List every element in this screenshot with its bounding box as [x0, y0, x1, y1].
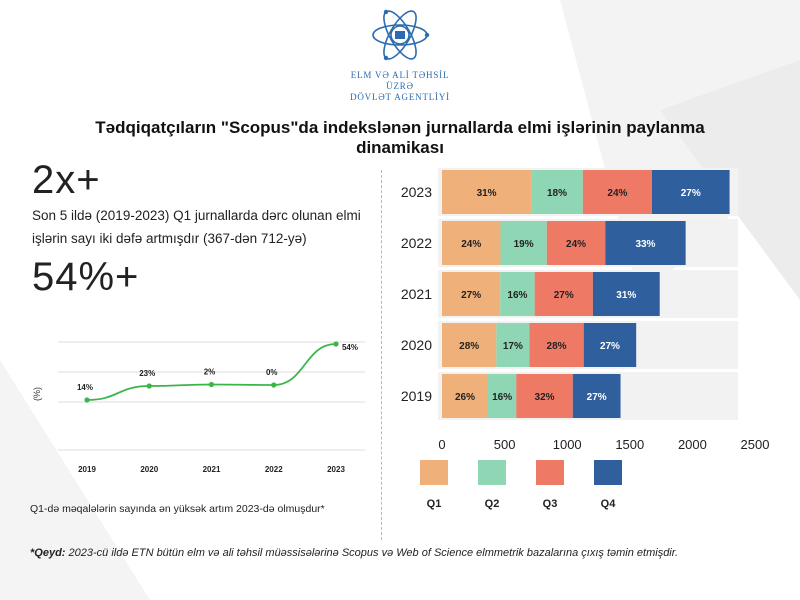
- bar-segment-label: 16%: [507, 290, 527, 301]
- bar-segment-q4: [572, 374, 621, 418]
- bar-segment-label: 24%: [566, 239, 586, 250]
- bar-segment-label: 27%: [600, 341, 620, 352]
- line-point-label: 54%: [342, 343, 358, 352]
- legend-swatch-q4: [594, 460, 622, 485]
- legend-label: Q3: [543, 498, 558, 510]
- bar-segment-q3: [516, 374, 573, 418]
- page-title: Tədqiqatçıların "Scopus"da indekslənən j…: [95, 118, 705, 157]
- bar-segment-label: 24%: [461, 239, 481, 250]
- bar-x-tick-label: 2500: [741, 437, 770, 452]
- bar-segment-label: 16%: [492, 392, 512, 403]
- bar-x-tick-label: 1000: [553, 437, 582, 452]
- bar-category-label: 2023: [401, 184, 432, 200]
- bar-segment-label: 31%: [616, 290, 636, 301]
- bar-segment-label: 28%: [459, 341, 479, 352]
- line-x-tick-label: 2019: [78, 465, 96, 474]
- bar-segment-label: 31%: [477, 188, 497, 199]
- line-x-tick-label: 2022: [265, 465, 283, 474]
- agency-name-line2: DÖVLƏT AGENTLİYİ: [350, 92, 450, 102]
- line-point: [208, 381, 215, 388]
- bar-segment-q4: [605, 221, 686, 265]
- chart-legend: Q1 Q2 Q3 Q4: [420, 460, 622, 510]
- stat-q1-description: Son 5 ildə (2019-2023) Q1 jurnallarda də…: [32, 208, 361, 246]
- bar-segment-label: 32%: [535, 392, 555, 403]
- bar-segment-label: 27%: [681, 188, 701, 199]
- bar-category-label: 2019: [401, 388, 432, 404]
- bar-segment-label: 17%: [503, 341, 523, 352]
- line-point: [333, 341, 339, 347]
- line-chart-note: Q1-də məqalələrin sayında ən yüksək artı…: [30, 503, 325, 515]
- line-x-tick-label: 2023: [327, 465, 345, 474]
- growth-line-chart: (%) 14% 2019 23% 2020 2% 2021 0% 2022 54% 2023: [32, 341, 365, 474]
- legend-label: Q1: [427, 498, 442, 510]
- line-point: [271, 382, 277, 388]
- bar-segment-q4: [583, 323, 637, 367]
- bar-segment-q2: [500, 221, 547, 265]
- agency-name-line1: ELM VƏ ALİ TƏHSİL ÜZRƏ: [350, 70, 450, 91]
- bar-segment-label: 27%: [587, 392, 607, 403]
- legend-label: Q4: [601, 498, 617, 510]
- bar-segment-q3: [529, 323, 584, 367]
- bar-x-tick-label: 2000: [678, 437, 707, 452]
- footnote-text: 2023-cü ildə ETN bütün elm və ali təhsil…: [65, 547, 679, 559]
- bar-segment-q2: [531, 170, 583, 214]
- legend-swatch-q2: [478, 460, 506, 485]
- bar-segment-label: 26%: [455, 392, 475, 403]
- bar-segment-q1: [442, 323, 497, 367]
- footnote: *Qeyd: 2023-cü ildə ETN bütün elm və ali…: [30, 544, 770, 563]
- bar-segment-q3: [534, 272, 593, 316]
- bar-segment-q3: [582, 170, 652, 214]
- bar-x-tick-label: 1500: [615, 437, 644, 452]
- line-point-label: 0%: [266, 368, 278, 377]
- stat-growth-percent: 54%+: [32, 255, 140, 299]
- bar-segment-label: 18%: [547, 188, 567, 199]
- bar-segment-q1: [442, 221, 501, 265]
- line-x-tick-label: 2020: [140, 465, 158, 474]
- line-point-label: 2%: [204, 368, 216, 377]
- bar-category-label: 2020: [401, 337, 432, 353]
- bar-segment-label: 28%: [547, 341, 567, 352]
- bar-segment-q4: [592, 272, 660, 316]
- line-point-label: 23%: [139, 369, 155, 378]
- legend-swatch-q3: [536, 460, 564, 485]
- bar-segment-q4: [651, 170, 730, 214]
- bar-segment-q1: [442, 170, 532, 214]
- legend-label: Q2: [485, 498, 500, 510]
- bar-category-label: 2021: [401, 286, 432, 302]
- atom-logo-icon: [372, 9, 430, 61]
- line-chart-ylabel: (%): [32, 387, 42, 401]
- bar-segment-q2: [487, 374, 517, 418]
- bar-segment-q1: [442, 374, 488, 418]
- line-x-tick-label: 2021: [203, 465, 221, 474]
- bar-segment-label: 27%: [554, 290, 574, 301]
- bar-x-tick-label: 0: [438, 437, 445, 452]
- bar-segment-q2: [500, 272, 535, 316]
- legend-swatch-q1: [420, 460, 448, 485]
- bar-segment-q1: [442, 272, 501, 316]
- stacked-bar-chart: 2023 31% 18% 24% 27% 2022 24% 19% 24% 33% 2021 27% 1…: [401, 168, 770, 452]
- bar-segment-label: 33%: [635, 239, 655, 250]
- bar-x-tick-label: 500: [494, 437, 516, 452]
- stat-q1-doubling: 2x+: [32, 158, 101, 202]
- bar-segment-label: 19%: [514, 239, 534, 250]
- bar-segment-label: 24%: [607, 188, 627, 199]
- bar-segment-q3: [546, 221, 606, 265]
- line-point: [84, 397, 90, 403]
- section-divider: [381, 170, 382, 540]
- agency-logo: ELM VƏ ALİ TƏHSİL ÜZRƏ DÖVLƏT AGENTLİYİ: [340, 4, 460, 102]
- line-point-label: 14%: [77, 383, 93, 392]
- line-point: [146, 383, 152, 389]
- bar-segment-q2: [496, 323, 530, 367]
- bar-segment-label: 27%: [461, 290, 481, 301]
- bar-category-label: 2022: [401, 235, 432, 251]
- footnote-label: *Qeyd:: [30, 547, 66, 559]
